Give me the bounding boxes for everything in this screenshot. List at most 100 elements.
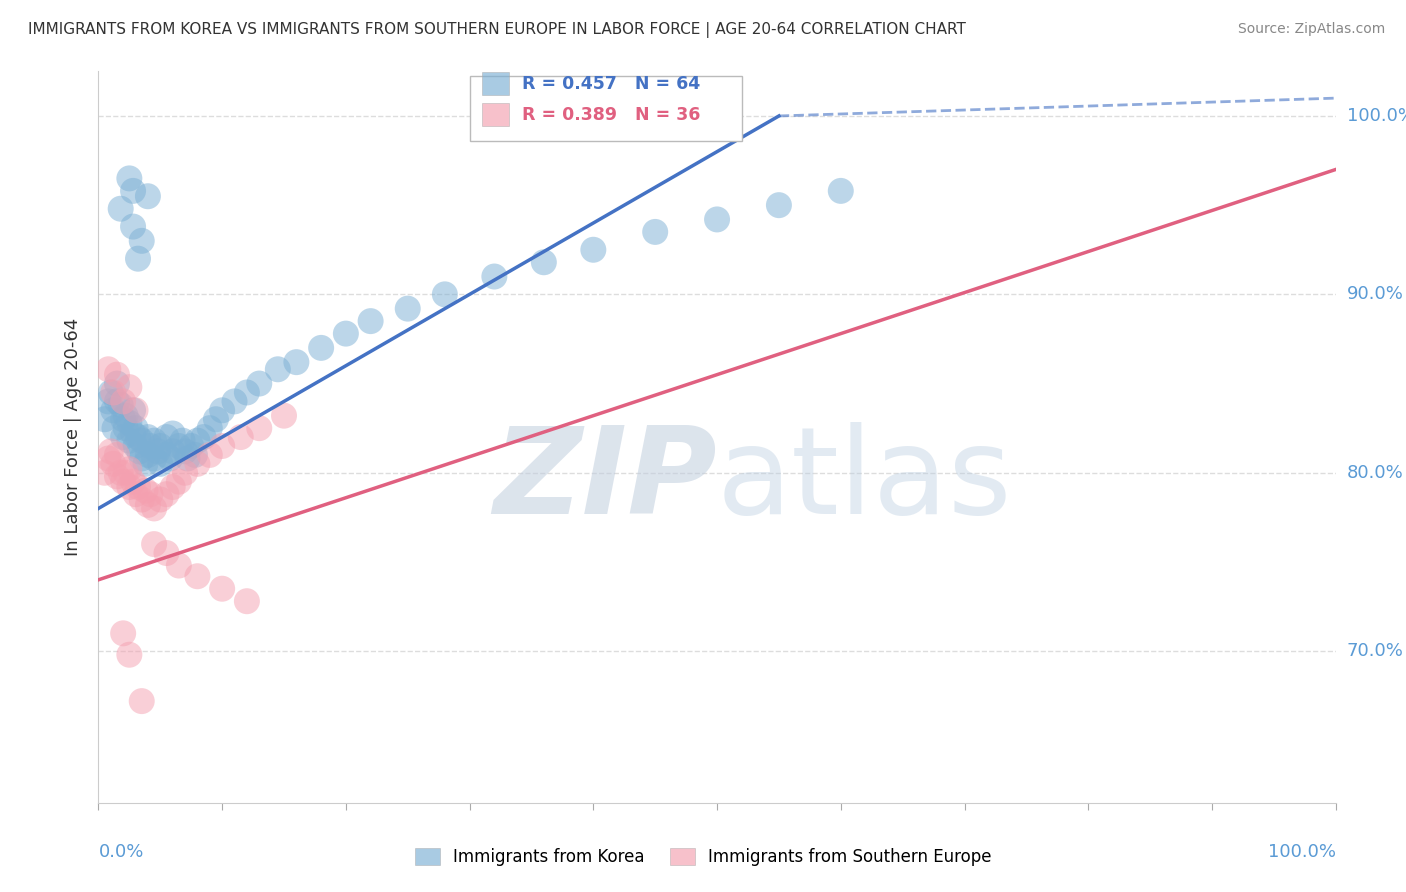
Point: [100, 385, 122, 400]
Point: [110, 398, 132, 412]
Point: [114, 409, 136, 423]
FancyBboxPatch shape: [482, 72, 509, 95]
Point: [143, 434, 166, 448]
Point: [118, 648, 141, 662]
Point: [124, 439, 146, 453]
Point: [128, 444, 150, 458]
Point: [122, 184, 145, 198]
Point: [360, 314, 382, 328]
Point: [186, 457, 208, 471]
Point: [134, 457, 156, 471]
Point: [131, 694, 153, 708]
Point: [155, 448, 177, 462]
Point: [139, 487, 162, 501]
Point: [309, 341, 332, 355]
Point: [335, 326, 357, 341]
Point: [127, 480, 149, 494]
Text: 100.0%: 100.0%: [1347, 107, 1406, 125]
Point: [124, 403, 146, 417]
Point: [136, 189, 159, 203]
Point: [180, 439, 202, 453]
Point: [136, 498, 159, 512]
Text: IMMIGRANTS FROM KOREA VS IMMIGRANTS FROM SOUTHERN EUROPE IN LABOR FORCE | AGE 20: IMMIGRANTS FROM KOREA VS IMMIGRANTS FROM…: [28, 22, 966, 38]
Point: [110, 202, 132, 216]
Point: [124, 421, 146, 435]
Point: [118, 416, 141, 430]
Point: [112, 475, 135, 489]
Point: [155, 546, 177, 560]
FancyBboxPatch shape: [470, 77, 742, 141]
Text: 0.0%: 0.0%: [98, 843, 143, 861]
Point: [112, 394, 135, 409]
Text: atlas: atlas: [717, 423, 1012, 540]
Point: [103, 421, 125, 435]
Point: [174, 466, 197, 480]
Point: [122, 219, 145, 234]
Point: [124, 487, 146, 501]
Point: [582, 243, 605, 257]
Point: [114, 466, 136, 480]
Point: [172, 434, 194, 448]
Legend: Immigrants from Korea, Immigrants from Southern Europe: Immigrants from Korea, Immigrants from S…: [406, 840, 1000, 875]
Point: [229, 430, 252, 444]
Point: [830, 184, 852, 198]
Point: [143, 537, 166, 551]
Text: 70.0%: 70.0%: [1347, 642, 1403, 660]
Point: [136, 430, 159, 444]
Point: [118, 462, 141, 476]
Point: [122, 426, 145, 441]
Point: [433, 287, 456, 301]
Point: [155, 430, 177, 444]
Point: [136, 448, 159, 462]
Point: [112, 430, 135, 444]
Point: [198, 421, 221, 435]
Point: [533, 255, 555, 269]
Point: [285, 355, 308, 369]
Point: [396, 301, 419, 316]
Text: 90.0%: 90.0%: [1347, 285, 1403, 303]
Point: [97, 362, 120, 376]
Point: [131, 451, 153, 466]
Point: [484, 269, 506, 284]
Point: [644, 225, 666, 239]
Point: [155, 487, 177, 501]
Point: [149, 457, 172, 471]
Point: [105, 376, 128, 391]
Point: [100, 444, 122, 458]
Point: [247, 376, 270, 391]
Text: 80.0%: 80.0%: [1347, 464, 1403, 482]
Point: [131, 434, 153, 448]
Point: [93, 412, 115, 426]
Point: [105, 448, 128, 462]
Point: [236, 594, 259, 608]
Point: [97, 451, 120, 466]
Point: [162, 480, 184, 494]
Point: [122, 403, 145, 417]
Point: [162, 444, 184, 458]
Point: [706, 212, 728, 227]
Point: [127, 430, 149, 444]
Point: [198, 448, 221, 462]
Point: [143, 501, 166, 516]
Point: [186, 434, 208, 448]
Point: [112, 626, 135, 640]
Point: [211, 582, 233, 596]
Point: [118, 171, 141, 186]
Point: [211, 439, 233, 453]
Point: [184, 448, 207, 462]
Point: [205, 412, 228, 426]
Text: R = 0.389   N = 36: R = 0.389 N = 36: [522, 105, 700, 123]
Point: [105, 394, 128, 409]
Point: [146, 444, 169, 458]
Point: [127, 252, 149, 266]
Point: [167, 558, 190, 573]
Point: [93, 466, 115, 480]
Point: [118, 380, 141, 394]
Point: [149, 492, 172, 507]
Point: [267, 362, 290, 376]
Point: [134, 483, 156, 498]
Point: [118, 480, 141, 494]
Point: [236, 385, 259, 400]
Point: [176, 451, 198, 466]
Point: [768, 198, 790, 212]
